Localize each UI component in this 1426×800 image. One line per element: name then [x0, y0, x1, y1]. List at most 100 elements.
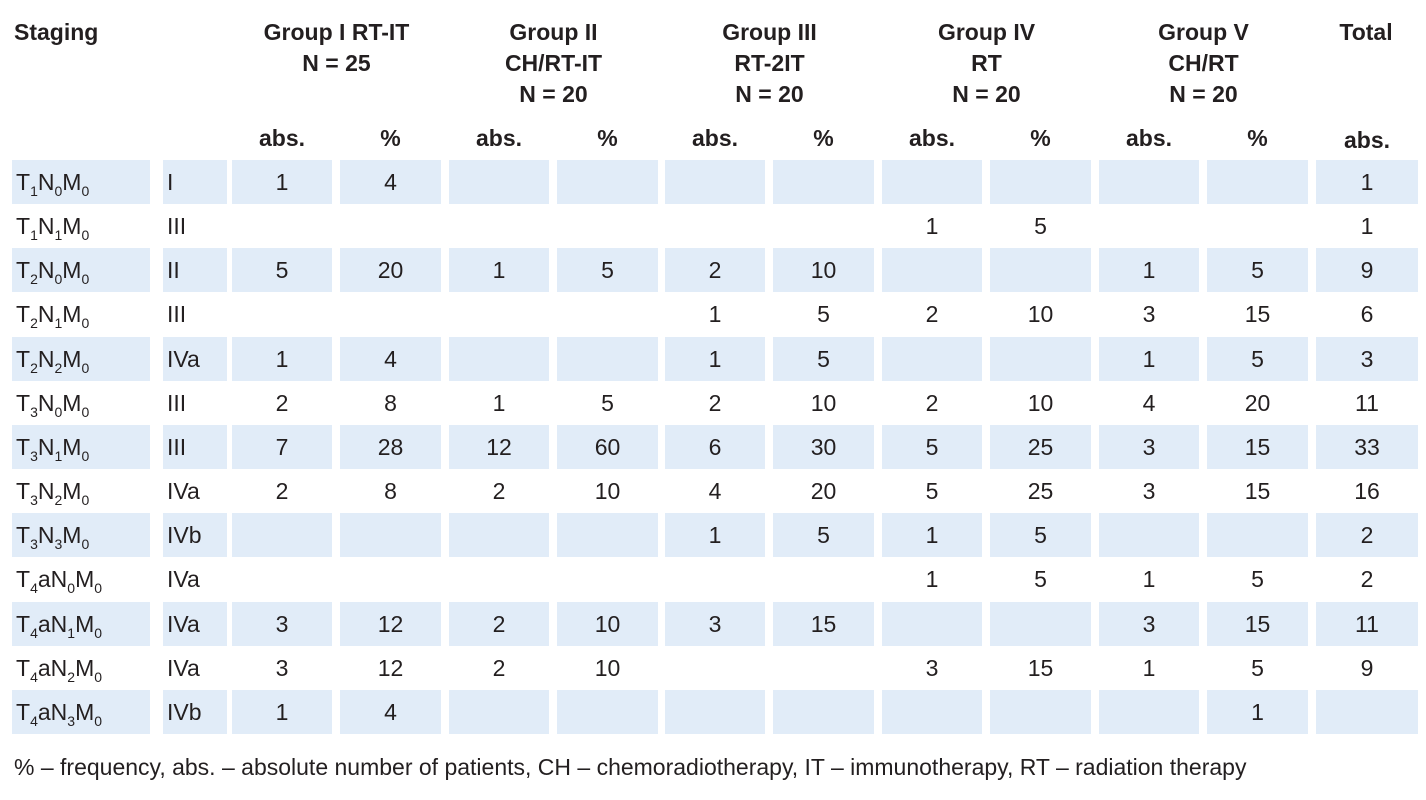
abs-cell: 1 — [1099, 248, 1199, 292]
pct-cell — [1207, 513, 1308, 557]
tnm-subscript: 0 — [81, 404, 90, 420]
abs-subheader: abs. — [475, 125, 523, 151]
pct-cell: 10 — [1027, 301, 1054, 327]
pct-cell: 15 — [1244, 301, 1271, 327]
tnm-cell: T1N1M0 — [12, 204, 150, 248]
group-header-line: N = 20 — [1169, 81, 1238, 107]
tnm-cell: T2N1M0 — [12, 292, 150, 336]
abs-cell: 1 — [232, 337, 332, 381]
pct-cell — [773, 204, 874, 248]
tnm-letter: T — [16, 522, 31, 548]
tnm-cell: T1N0M0 — [12, 160, 150, 204]
tnm-subscript: 2 — [54, 360, 63, 376]
group-header-line: CH/RT-IT — [504, 50, 603, 76]
pct-cell — [340, 557, 441, 601]
stage-cell: IVb — [163, 690, 227, 734]
pct-cell: 8 — [384, 390, 397, 416]
abs-subheader: abs. — [691, 125, 739, 151]
pct-cell: 25 — [990, 425, 1091, 469]
tnm-subscript: 0 — [81, 227, 90, 243]
abs-cell: 3 — [1142, 301, 1156, 327]
tnm-letter: N — [37, 390, 55, 416]
pct-cell — [557, 557, 658, 601]
group-header-line: RT — [971, 50, 1002, 76]
abs-cell: 3 — [1099, 602, 1199, 646]
tnm-letter: N — [37, 169, 55, 195]
abs-cell: 1 — [232, 690, 332, 734]
tnm-subscript: 4 — [30, 625, 38, 641]
tnm-subscript: 0 — [94, 580, 103, 596]
tnm-subscript: 0 — [54, 183, 63, 199]
staging-header-label: Staging — [14, 19, 99, 45]
tnm-cell: T4aN0M0 — [12, 557, 150, 601]
tnm-letter: T — [16, 699, 31, 725]
pct-subheader: % — [1247, 125, 1268, 151]
pct-cell: 10 — [557, 602, 658, 646]
abs-cell — [232, 513, 332, 557]
tnm-letter: T — [16, 566, 31, 592]
pct-cell: 5 — [1034, 213, 1047, 239]
pct-cell: 20 — [340, 248, 441, 292]
abs-cell: 3 — [925, 655, 939, 681]
pct-cell — [773, 160, 874, 204]
abs-cell: 1 — [1142, 655, 1156, 681]
pct-cell: 15 — [1244, 478, 1271, 504]
abs-cell — [449, 557, 549, 601]
pct-subheader: % — [380, 125, 401, 151]
abs-cell — [449, 513, 549, 557]
tnm-subscript: 3 — [30, 536, 38, 552]
abs-subheader: abs. — [258, 125, 306, 151]
tnm-subscript: 0 — [54, 404, 63, 420]
pct-cell — [990, 337, 1091, 381]
stage-cell: IVa — [163, 337, 227, 381]
tnm-letter: aN — [37, 566, 68, 592]
tnm-letter: T — [16, 655, 31, 681]
abs-cell — [1099, 690, 1199, 734]
abs-cell: 1 — [708, 301, 722, 327]
abs-cell — [232, 557, 332, 601]
pct-cell: 10 — [773, 248, 874, 292]
total-cell: 9 — [1360, 655, 1374, 681]
tnm-letter: M — [62, 478, 82, 504]
abs-cell: 2 — [492, 478, 506, 504]
abs-cell: 3 — [665, 602, 765, 646]
pct-cell: 4 — [340, 690, 441, 734]
tnm-subscript: 0 — [81, 536, 90, 552]
abs-cell: 4 — [1142, 390, 1156, 416]
tnm-subscript: 3 — [67, 713, 76, 729]
tnm-letter: T — [16, 611, 31, 637]
tnm-subscript: 4 — [30, 713, 38, 729]
abs-cell — [665, 204, 765, 248]
tnm-subscript: 0 — [81, 448, 90, 464]
total-header-label: Total — [1339, 19, 1393, 45]
total-cell: 3 — [1316, 337, 1418, 381]
pct-cell: 25 — [1027, 478, 1054, 504]
group-header-line: N = 20 — [735, 81, 804, 107]
abs-cell — [665, 557, 765, 601]
pct-cell: 5 — [1251, 566, 1264, 592]
total-cell: 2 — [1360, 566, 1374, 592]
group-header-line: N = 25 — [302, 50, 371, 76]
abs-cell: 5 — [925, 478, 939, 504]
tnm-letter: N — [37, 213, 55, 239]
tnm-subscript: 0 — [81, 183, 90, 199]
group-header-line: CH/RT — [1168, 50, 1239, 76]
pct-subheader: % — [597, 125, 618, 151]
pct-cell: 5 — [557, 248, 658, 292]
tnm-subscript: 2 — [67, 669, 76, 685]
pct-cell: 8 — [384, 478, 397, 504]
tnm-letter: M — [75, 566, 95, 592]
tnm-letter: N — [37, 346, 55, 372]
abs-subheader: abs. — [908, 125, 956, 151]
group-header-line: Group IV — [937, 19, 1036, 45]
tnm-letter: T — [16, 213, 31, 239]
abs-cell: 1 — [882, 513, 982, 557]
abs-cell: 2 — [275, 390, 289, 416]
pct-cell: 60 — [557, 425, 658, 469]
tnm-letter: M — [75, 699, 95, 725]
pct-cell: 15 — [773, 602, 874, 646]
tnm-letter: M — [62, 213, 82, 239]
tnm-subscript: 1 — [30, 183, 38, 199]
tnm-subscript: 0 — [94, 625, 103, 641]
tnm-cell: T2N0M0 — [12, 248, 150, 292]
